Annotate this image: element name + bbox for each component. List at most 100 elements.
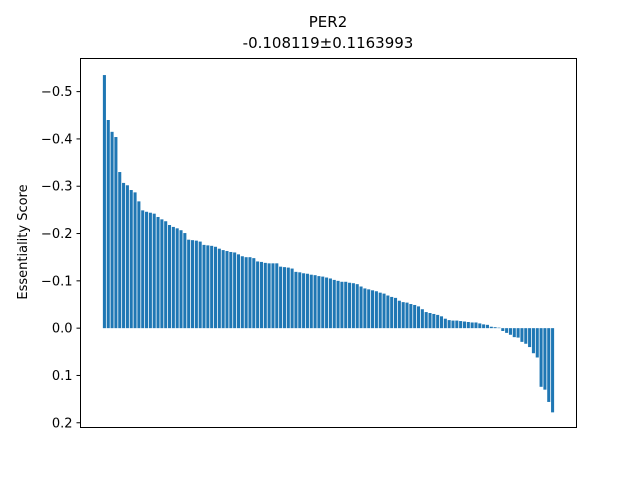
bar (470, 322, 474, 329)
bar (309, 274, 313, 329)
bar (528, 328, 532, 348)
bar (359, 286, 363, 329)
bar (252, 258, 256, 329)
bar (332, 279, 336, 329)
bar (317, 276, 321, 329)
bar (213, 246, 218, 329)
bar (520, 328, 524, 342)
bar (133, 192, 137, 329)
bar (236, 254, 241, 329)
bar (325, 277, 329, 329)
bar (401, 302, 405, 329)
bar (462, 321, 467, 329)
bar (508, 328, 512, 335)
plot-frame (80, 58, 577, 428)
bar (279, 266, 283, 329)
bar (535, 328, 539, 358)
y-tick-label: 0.0 (52, 322, 73, 337)
bar (524, 328, 528, 344)
bar (168, 225, 172, 329)
bar (302, 273, 306, 329)
bar (459, 321, 463, 329)
bar (313, 275, 317, 329)
bar (271, 263, 275, 329)
y-tick-label: 0.2 (52, 416, 73, 431)
bar (382, 293, 386, 329)
bar (405, 302, 409, 329)
bar (286, 267, 290, 329)
bar (351, 283, 355, 329)
bar (478, 323, 482, 329)
bar (531, 328, 535, 354)
bar (118, 172, 122, 329)
bar (229, 251, 233, 329)
bar (175, 228, 179, 329)
bar (355, 284, 359, 329)
bar (210, 245, 214, 329)
bar (141, 210, 145, 329)
bar (428, 313, 432, 329)
bar (160, 219, 164, 329)
bar (543, 328, 547, 390)
bar (336, 280, 340, 329)
bar (187, 239, 191, 329)
bar (294, 271, 298, 329)
bar (501, 328, 505, 331)
bar (512, 328, 516, 338)
chart-title: PER2 (309, 13, 348, 31)
bar (416, 306, 421, 329)
bars-group (102, 75, 555, 413)
bar (420, 309, 424, 329)
bar (275, 263, 279, 329)
y-tick-label: −0.5 (41, 85, 73, 100)
bar (516, 328, 520, 338)
bar (505, 328, 509, 333)
bar (152, 213, 156, 329)
bar (221, 250, 225, 329)
bar (190, 240, 195, 329)
chart-subtitle: -0.108119±0.1163993 (243, 34, 414, 52)
bar (551, 328, 555, 413)
bar (451, 320, 455, 329)
bar (321, 276, 325, 329)
bar (367, 289, 371, 329)
bar (183, 233, 187, 329)
bar (455, 320, 459, 329)
bar (482, 324, 486, 329)
bar (443, 318, 447, 329)
bar (436, 314, 440, 329)
bar (233, 252, 237, 329)
bar (439, 316, 444, 329)
bar (198, 241, 202, 329)
y-tick-label: −0.2 (41, 227, 73, 242)
bar (547, 328, 551, 402)
bar (413, 304, 417, 329)
y-tick-label: −0.3 (41, 180, 73, 195)
bar (374, 291, 378, 329)
bar (225, 251, 229, 329)
y-axis-ticks: −0.5 −0.4 −0.3 −0.2 −0.1 0.0 0.1 0.2 (41, 85, 81, 431)
y-tick-label: −0.4 (41, 132, 73, 147)
bar (539, 328, 543, 387)
bar (102, 75, 106, 329)
bar (290, 268, 294, 329)
bar (263, 262, 267, 329)
y-axis-label: Essentiality Score (16, 184, 31, 299)
bar (363, 288, 367, 329)
bar (194, 240, 198, 329)
bar (493, 327, 497, 329)
bar (267, 263, 271, 329)
y-tick-label: 0.1 (52, 369, 73, 384)
bar (164, 221, 168, 329)
bar (348, 282, 352, 329)
bar (371, 290, 375, 329)
bar (378, 292, 382, 329)
bar (466, 322, 470, 329)
bar (171, 226, 175, 329)
bar (145, 211, 149, 329)
bar (202, 244, 206, 329)
bar (298, 272, 302, 329)
bar (344, 281, 348, 329)
bar (106, 120, 110, 329)
